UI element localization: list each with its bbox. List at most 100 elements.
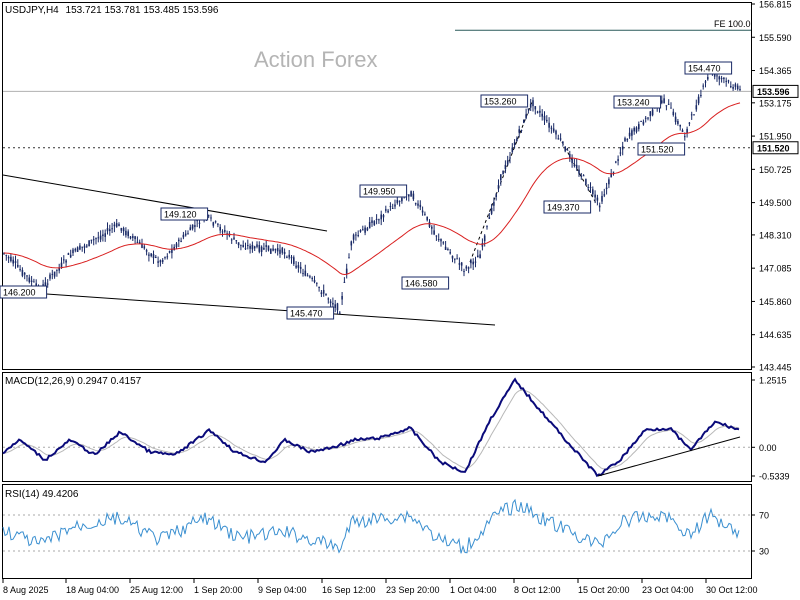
candle-body xyxy=(693,114,695,116)
candle-body xyxy=(739,89,741,91)
candle-body xyxy=(175,243,178,248)
candle-body xyxy=(456,258,458,260)
candle-body xyxy=(610,173,612,178)
candle-body xyxy=(435,235,438,237)
rsi-axis: 70 30 xyxy=(751,511,769,557)
candle-body xyxy=(644,117,647,119)
candle-body xyxy=(670,107,672,109)
candle-body xyxy=(559,138,562,140)
candle-body xyxy=(17,264,19,267)
candle-body xyxy=(194,225,196,227)
candle-body xyxy=(433,230,435,235)
candle-body xyxy=(5,255,8,257)
candle-body xyxy=(458,263,461,265)
candle-body xyxy=(444,246,447,250)
candle-body xyxy=(134,236,136,240)
candle-body xyxy=(125,230,127,236)
upper-trendline xyxy=(2,174,328,232)
candle-body xyxy=(23,272,26,275)
candle-body xyxy=(539,110,541,113)
candle-body xyxy=(187,233,189,235)
annotation-box xyxy=(684,61,733,75)
candle-body xyxy=(569,154,571,159)
candle-body xyxy=(366,228,369,231)
candle-body xyxy=(690,114,693,116)
candle-body xyxy=(334,304,336,308)
moving-average xyxy=(3,102,741,276)
candle-body xyxy=(260,246,263,252)
annotation-label: 151.520 xyxy=(641,145,674,155)
candle-body xyxy=(686,128,688,134)
candle-body xyxy=(417,203,419,206)
candle-body xyxy=(702,85,704,87)
candle-body xyxy=(180,240,182,242)
candle-body xyxy=(111,228,113,230)
time-tick-label: 23 Sep 20:00 xyxy=(386,585,440,595)
candle-body xyxy=(391,207,394,209)
candle-body xyxy=(605,187,608,189)
candle-body xyxy=(217,223,219,225)
candle-body xyxy=(63,259,65,261)
candle-body xyxy=(408,194,410,197)
candle-body xyxy=(504,164,507,169)
candle-body xyxy=(182,234,185,238)
candle-body xyxy=(325,293,327,296)
annotation-box xyxy=(286,306,335,320)
price-tick-label: 154.365 xyxy=(759,66,792,76)
candle-body xyxy=(113,224,116,227)
price-tick-label: 143.445 xyxy=(759,363,792,373)
candle-body xyxy=(58,267,60,271)
candle-body xyxy=(449,252,451,254)
candle-body xyxy=(343,281,346,283)
time-tick-label: 30 Oct 12:00 xyxy=(706,585,758,595)
time-tick-label: 18 Aug 04:00 xyxy=(66,585,119,595)
candle-body xyxy=(665,105,668,107)
annotation-box xyxy=(160,207,209,221)
price-tick-label: 150.725 xyxy=(759,165,792,175)
candle-body xyxy=(447,248,449,250)
candle-body xyxy=(619,152,622,154)
price-tick-label: 144.635 xyxy=(759,330,792,340)
candle-body xyxy=(104,233,106,237)
candle-body xyxy=(329,301,332,304)
time-tick-label: 23 Oct 04:00 xyxy=(642,585,694,595)
candle-body xyxy=(688,122,691,124)
ma-path xyxy=(3,102,741,276)
candle-body xyxy=(437,238,440,240)
candle-body xyxy=(159,260,162,263)
candle-body xyxy=(184,233,187,236)
candle-body xyxy=(60,262,63,268)
macd-tick-label: 0.00 xyxy=(759,443,777,453)
candle-body xyxy=(394,204,396,207)
candle-body xyxy=(465,266,468,269)
candle-body xyxy=(493,201,495,206)
candle-body xyxy=(534,106,537,110)
macd-plot xyxy=(2,377,751,478)
candle-body xyxy=(509,157,511,159)
candle-body xyxy=(129,236,132,239)
candle-body xyxy=(272,248,274,251)
candle-body xyxy=(148,254,150,256)
candle-body xyxy=(684,136,686,138)
candle-body xyxy=(647,117,649,119)
candle-body xyxy=(49,274,51,279)
candle-body xyxy=(224,229,226,232)
candle-body xyxy=(513,142,516,146)
candle-body xyxy=(385,209,387,211)
candle-body xyxy=(198,222,201,224)
candle-body xyxy=(497,185,500,189)
candle-body xyxy=(621,146,624,150)
macd-title: MACD(12,26,9) 0.2947 0.4157 xyxy=(5,376,142,387)
candle-body xyxy=(387,210,389,213)
candle-body xyxy=(97,237,100,239)
candle-body xyxy=(364,227,366,233)
candle-body xyxy=(265,245,267,247)
candle-body xyxy=(440,238,442,242)
fe-label: FE 100.0 xyxy=(714,19,751,29)
candle-body xyxy=(357,234,359,236)
candle-body xyxy=(638,124,640,130)
candle-body xyxy=(350,241,353,246)
candle-body xyxy=(532,100,534,107)
candle-body xyxy=(640,120,642,122)
